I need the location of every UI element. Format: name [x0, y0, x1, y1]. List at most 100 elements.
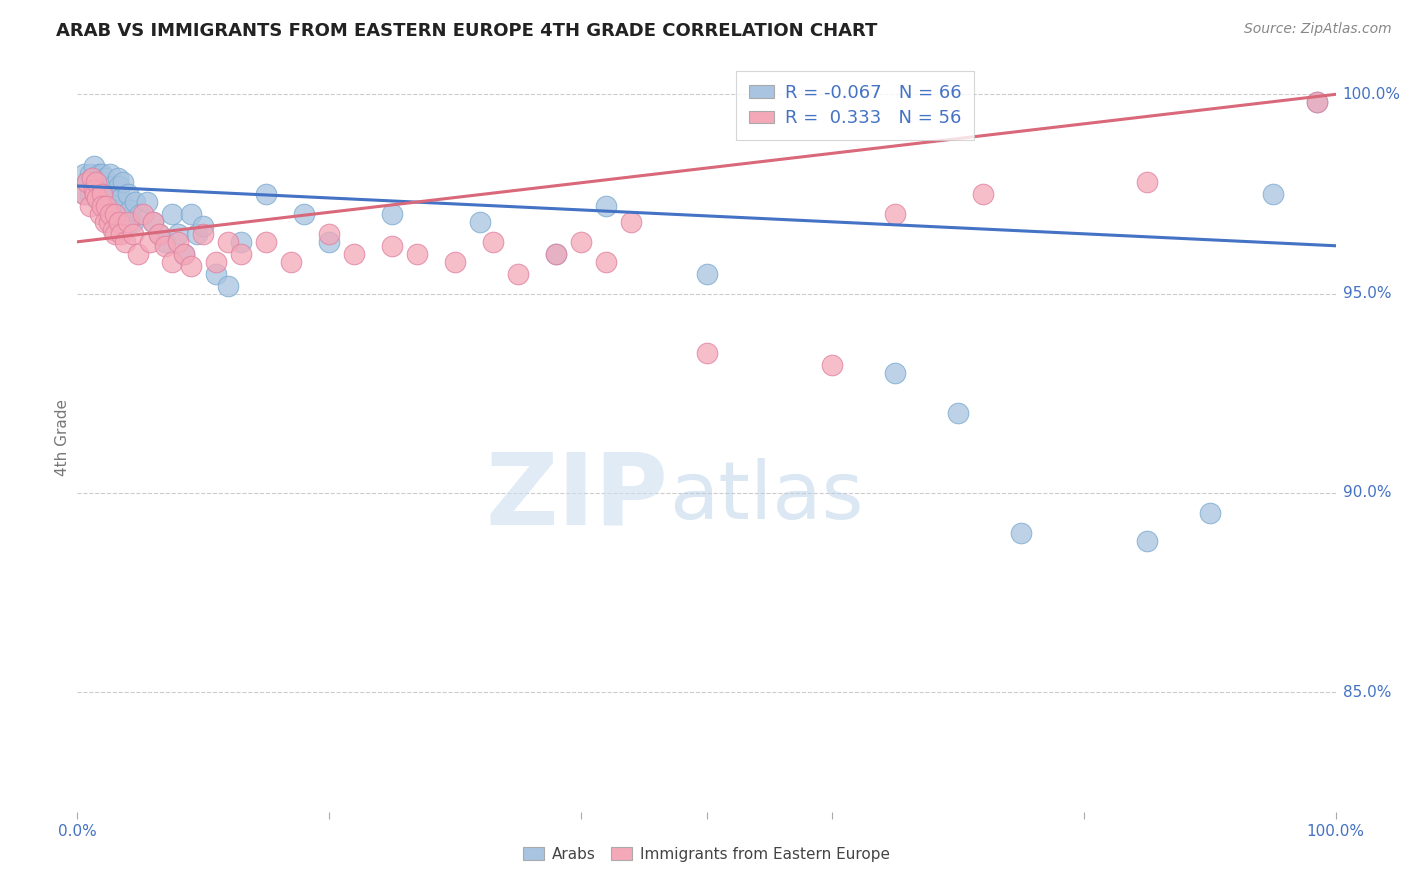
Point — [93, 186, 115, 201]
Point — [98, 207, 121, 221]
Point — [114, 207, 136, 221]
Point — [884, 367, 907, 381]
Point — [91, 175, 114, 189]
Point — [696, 346, 718, 360]
Point — [117, 186, 139, 201]
Point — [318, 235, 340, 249]
Point — [191, 227, 215, 241]
Point — [79, 199, 101, 213]
Point — [254, 186, 277, 201]
Point — [948, 406, 970, 420]
Point — [280, 254, 302, 268]
Point — [84, 186, 107, 201]
Point — [114, 235, 136, 249]
Point — [148, 227, 170, 241]
Point — [381, 239, 404, 253]
Point — [381, 207, 404, 221]
Point — [160, 254, 183, 268]
Point — [94, 215, 117, 229]
Point — [96, 199, 118, 213]
Text: ARAB VS IMMIGRANTS FROM EASTERN EUROPE 4TH GRADE CORRELATION CHART: ARAB VS IMMIGRANTS FROM EASTERN EUROPE 4… — [56, 22, 877, 40]
Point — [87, 167, 110, 181]
Point — [84, 186, 107, 201]
Point — [1136, 533, 1159, 548]
Point — [544, 246, 567, 260]
Point — [343, 246, 366, 260]
Point — [204, 254, 226, 268]
Text: 85.0%: 85.0% — [1343, 685, 1391, 699]
Point — [972, 186, 994, 201]
Point — [569, 235, 592, 249]
Point — [173, 246, 195, 260]
Point — [129, 207, 152, 221]
Y-axis label: 4th Grade: 4th Grade — [55, 399, 70, 475]
Point — [120, 202, 142, 217]
Point — [84, 175, 107, 189]
Point — [142, 215, 165, 229]
Point — [217, 235, 239, 249]
Point — [142, 215, 165, 229]
Point — [167, 227, 190, 241]
Point — [110, 191, 132, 205]
Point — [1198, 506, 1220, 520]
Point — [544, 246, 567, 260]
Point — [72, 186, 94, 201]
Point — [97, 194, 120, 209]
Point — [884, 207, 907, 221]
Point — [83, 159, 105, 173]
Text: 100.0%: 100.0% — [1343, 87, 1400, 102]
Point — [86, 191, 108, 205]
Text: atlas: atlas — [669, 458, 863, 536]
Point — [104, 202, 127, 217]
Point — [94, 171, 117, 186]
Point — [481, 235, 503, 249]
Text: ZIP: ZIP — [486, 449, 669, 546]
Point — [117, 215, 139, 229]
Point — [121, 215, 143, 229]
Text: Source: ZipAtlas.com: Source: ZipAtlas.com — [1244, 22, 1392, 37]
Point — [82, 171, 104, 186]
Point — [91, 186, 114, 201]
Point — [180, 207, 202, 221]
Point — [84, 175, 107, 189]
Point — [696, 267, 718, 281]
Point — [91, 199, 114, 213]
Point — [132, 207, 155, 221]
Point — [79, 167, 101, 181]
Point — [110, 227, 132, 241]
Point — [217, 278, 239, 293]
Point — [406, 246, 429, 260]
Point — [191, 219, 215, 233]
Point — [76, 175, 98, 189]
Point — [72, 167, 94, 181]
Point — [155, 239, 177, 253]
Point — [595, 199, 617, 213]
Point — [135, 194, 157, 209]
Point — [1136, 175, 1159, 189]
Point — [148, 227, 170, 241]
Point — [1306, 95, 1329, 110]
Point — [108, 215, 131, 229]
Point — [101, 179, 124, 194]
Point — [98, 167, 121, 181]
Point — [160, 207, 183, 221]
Text: 95.0%: 95.0% — [1343, 286, 1391, 301]
Point — [292, 207, 315, 221]
Point — [444, 254, 467, 268]
Legend: Arabs, Immigrants from Eastern Europe: Arabs, Immigrants from Eastern Europe — [517, 840, 896, 868]
Point — [86, 183, 108, 197]
Point — [83, 183, 105, 197]
Point — [595, 254, 617, 268]
Point — [468, 215, 491, 229]
Point — [89, 171, 111, 186]
Point — [82, 179, 104, 194]
Point — [180, 259, 202, 273]
Point — [100, 186, 122, 201]
Point — [121, 227, 143, 241]
Point — [104, 186, 127, 201]
Point — [167, 235, 190, 249]
Point — [204, 267, 226, 281]
Point — [91, 167, 114, 181]
Point — [1306, 95, 1329, 110]
Point — [97, 215, 120, 229]
